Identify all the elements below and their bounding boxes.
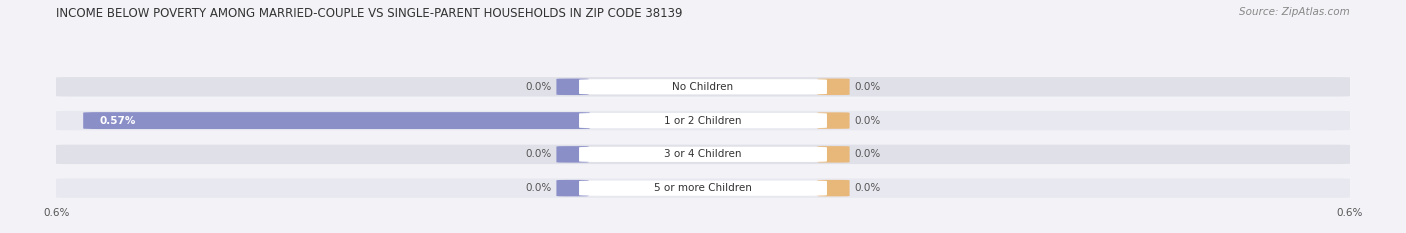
- FancyBboxPatch shape: [579, 79, 827, 94]
- Text: 0.0%: 0.0%: [853, 183, 880, 193]
- FancyBboxPatch shape: [817, 112, 849, 129]
- Text: 0.0%: 0.0%: [526, 149, 553, 159]
- FancyBboxPatch shape: [53, 145, 1353, 164]
- Text: 1 or 2 Children: 1 or 2 Children: [664, 116, 742, 126]
- Text: 0.57%: 0.57%: [100, 116, 136, 126]
- FancyBboxPatch shape: [579, 113, 827, 128]
- FancyBboxPatch shape: [579, 181, 827, 196]
- Text: Source: ZipAtlas.com: Source: ZipAtlas.com: [1239, 7, 1350, 17]
- FancyBboxPatch shape: [557, 180, 589, 196]
- FancyBboxPatch shape: [817, 79, 849, 95]
- FancyBboxPatch shape: [557, 79, 589, 95]
- Text: 3 or 4 Children: 3 or 4 Children: [664, 149, 742, 159]
- Text: 0.0%: 0.0%: [853, 116, 880, 126]
- FancyBboxPatch shape: [579, 147, 827, 162]
- FancyBboxPatch shape: [53, 178, 1353, 198]
- FancyBboxPatch shape: [557, 146, 589, 163]
- FancyBboxPatch shape: [817, 180, 849, 196]
- FancyBboxPatch shape: [83, 112, 591, 129]
- Text: 5 or more Children: 5 or more Children: [654, 183, 752, 193]
- Text: No Children: No Children: [672, 82, 734, 92]
- FancyBboxPatch shape: [53, 77, 1353, 96]
- FancyBboxPatch shape: [817, 146, 849, 163]
- Text: INCOME BELOW POVERTY AMONG MARRIED-COUPLE VS SINGLE-PARENT HOUSEHOLDS IN ZIP COD: INCOME BELOW POVERTY AMONG MARRIED-COUPL…: [56, 7, 683, 20]
- Text: 0.0%: 0.0%: [853, 82, 880, 92]
- FancyBboxPatch shape: [53, 111, 1353, 130]
- Text: 0.0%: 0.0%: [526, 183, 553, 193]
- Text: 0.0%: 0.0%: [853, 149, 880, 159]
- Text: 0.0%: 0.0%: [526, 82, 553, 92]
